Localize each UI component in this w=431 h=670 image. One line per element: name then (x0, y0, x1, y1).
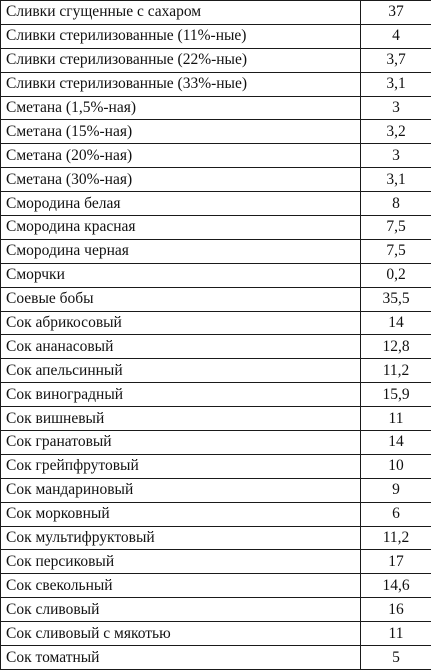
value-cell: 8 (360, 191, 431, 217)
table-row: Сок сливовый 16 (0, 597, 431, 623)
product-name-cell: Сок свекольный (0, 573, 361, 599)
value-cell: 6 (360, 501, 431, 527)
value-cell: 3 (360, 143, 431, 169)
table-row: Сок свекольный 14,6 (0, 573, 431, 599)
value-cell: 3,7 (360, 47, 431, 73)
table-row: Смородина белая 8 (0, 191, 431, 217)
value-cell: 3,1 (360, 71, 431, 97)
value-cell: 14,6 (360, 573, 431, 599)
value-cell: 12,8 (360, 334, 431, 360)
value-cell: 9 (360, 477, 431, 503)
value-cell: 37 (360, 0, 431, 25)
value-cell: 14 (360, 310, 431, 336)
value-cell: 15,9 (360, 382, 431, 408)
value-cell: 17 (360, 549, 431, 575)
table-row: Смородина красная 7,5 (0, 215, 431, 240)
product-name-cell: Сливки сгущенные с сахаром (0, 0, 361, 25)
table-row: Сок вишневый 11 (0, 406, 431, 432)
table-row: Сок мультифруктовый 11,2 (0, 525, 431, 551)
value-cell: 7,5 (360, 215, 431, 240)
product-name-cell: Сливки стерилизованные (22%-ные) (0, 47, 361, 73)
product-name-cell: Сметана (15%-ная) (0, 119, 361, 145)
product-name-cell: Сметана (20%-ная) (0, 143, 361, 169)
table-row: Сок гранатовый 14 (0, 430, 431, 455)
value-cell: 7,5 (360, 238, 431, 264)
table-row: Сок апельсинный 11,2 (0, 358, 431, 384)
value-cell: 10 (360, 453, 431, 479)
product-name-cell: Сок ананасовый (0, 334, 361, 360)
table-row: Сок сливовый с мякотью 11 (0, 621, 431, 647)
product-name-cell: Сок персиковый (0, 549, 361, 575)
table-row: Соевые бобы 35,5 (0, 286, 431, 312)
table-row: Сок виноградный 15,9 (0, 382, 431, 408)
product-name-cell: Сливки стерилизованные (33%-ные) (0, 71, 361, 97)
product-name-cell: Сок томатный (0, 645, 361, 670)
product-name-cell: Сок мультифруктовый (0, 525, 361, 551)
value-cell: 35,5 (360, 286, 431, 312)
value-cell: 14 (360, 430, 431, 455)
table-row: Сметана (15%-ная) 3,2 (0, 119, 431, 145)
product-name-cell: Сок гранатовый (0, 430, 361, 455)
product-name-cell: Смородина белая (0, 191, 361, 217)
product-name-cell: Сок мандариновый (0, 477, 361, 503)
table-row: Сливки сгущенные с сахаром 37 (0, 0, 431, 25)
product-name-cell: Сок виноградный (0, 382, 361, 408)
table-row: Сок персиковый 17 (0, 549, 431, 575)
value-cell: 5 (360, 645, 431, 670)
table-row: Сливки стерилизованные (33%-ные) 3,1 (0, 71, 431, 97)
table-row: Сок мандариновый 9 (0, 477, 431, 503)
value-cell: 16 (360, 597, 431, 623)
product-name-cell: Сок морковный (0, 501, 361, 527)
product-name-cell: Сок абрикосовый (0, 310, 361, 336)
table-row: Сок морковный 6 (0, 501, 431, 527)
product-name-cell: Смородина красная (0, 215, 361, 240)
table-row: Сметана (20%-ная) 3 (0, 143, 431, 169)
table-row: Сок абрикосовый 14 (0, 310, 431, 336)
value-cell: 3,2 (360, 119, 431, 145)
table-row: Смородина черная 7,5 (0, 238, 431, 264)
value-cell: 11,2 (360, 525, 431, 551)
table-row: Сок грейпфрутовый 10 (0, 453, 431, 479)
product-name-cell: Сок грейпфрутовый (0, 453, 361, 479)
table-row: Сливки стерилизованные (11%-ные) 4 (0, 23, 431, 49)
table-row: Сметана (1,5%-ная) 3 (0, 95, 431, 121)
table-row: Сморчки 0,2 (0, 262, 431, 288)
value-cell: 3 (360, 95, 431, 121)
table-row: Сливки стерилизованные (22%-ные) 3,7 (0, 47, 431, 73)
product-name-cell: Сок сливовый с мякотью (0, 621, 361, 647)
table-row: Сок томатный 5 (0, 645, 431, 670)
value-cell: 11 (360, 621, 431, 647)
table-row: Сметана (30%-ная) 3,1 (0, 167, 431, 193)
product-name-cell: Сок вишневый (0, 406, 361, 432)
value-cell: 4 (360, 23, 431, 49)
product-name-cell: Сметана (1,5%-ная) (0, 95, 361, 121)
value-cell: 11 (360, 406, 431, 432)
value-cell: 11,2 (360, 358, 431, 384)
product-name-cell: Сок сливовый (0, 597, 361, 623)
product-name-cell: Сливки стерилизованные (11%-ные) (0, 23, 361, 49)
table-row: Сок ананасовый 12,8 (0, 334, 431, 360)
product-name-cell: Сметана (30%-ная) (0, 167, 361, 193)
product-name-cell: Смородина черная (0, 238, 361, 264)
value-cell: 3,1 (360, 167, 431, 193)
product-name-cell: Сок апельсинный (0, 358, 361, 384)
value-cell: 0,2 (360, 262, 431, 288)
product-name-cell: Сморчки (0, 262, 361, 288)
product-name-cell: Соевые бобы (0, 286, 361, 312)
